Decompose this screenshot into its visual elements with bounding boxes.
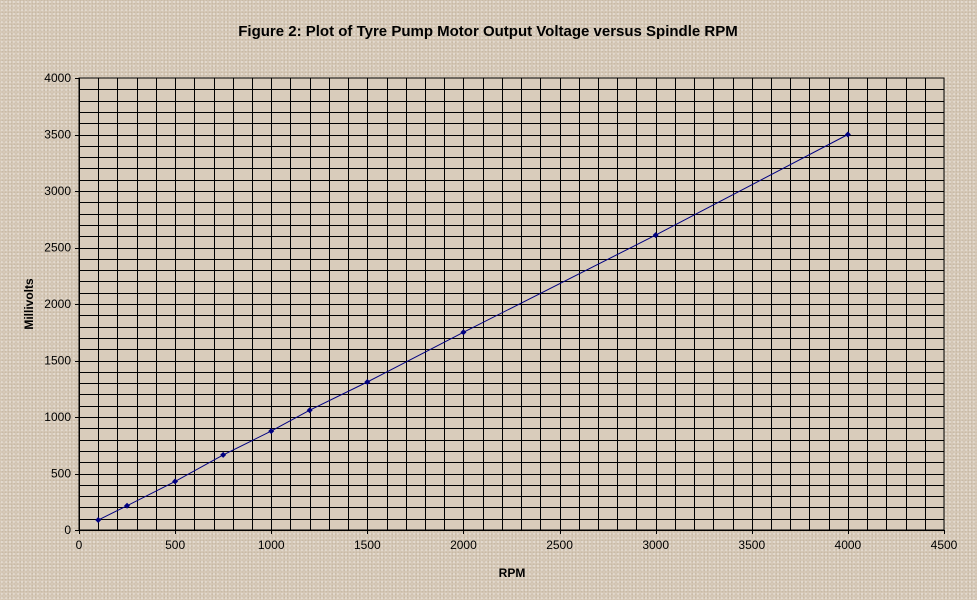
grid [78, 77, 945, 531]
axes [75, 78, 945, 534]
x-tick-label: 0 [76, 538, 83, 552]
x-tick-label: 2000 [450, 538, 477, 552]
data-point [172, 478, 179, 485]
data-point [268, 428, 275, 435]
data-point [364, 378, 371, 385]
y-tick-label: 4000 [44, 71, 71, 85]
x-tick-label: 1000 [258, 538, 285, 552]
data-point [844, 131, 851, 138]
x-tick-label: 2500 [546, 538, 573, 552]
x-tick-label: 3500 [738, 538, 765, 552]
y-tick-label: 3500 [44, 128, 71, 142]
series-layer [95, 131, 851, 524]
y-axis-title: Millivolts [22, 278, 36, 330]
series-line [97, 134, 849, 521]
y-tick-label: 2000 [44, 297, 71, 311]
data-point [124, 502, 131, 509]
y-tick-label: 3000 [44, 184, 71, 198]
data-point [220, 451, 227, 458]
y-tick-label: 0 [64, 523, 71, 537]
y-tick-label: 2500 [44, 241, 71, 255]
y-tick-label: 1500 [44, 354, 71, 368]
x-tick-label: 500 [165, 538, 185, 552]
x-tick-label: 4500 [931, 538, 958, 552]
chart-title: Figure 2: Plot of Tyre Pump Motor Output… [238, 23, 737, 40]
data-point [306, 407, 313, 414]
tick-labels: 0 500 1000 1500 2000 2500 3000 3500 4000 4500 0 500… [44, 71, 957, 552]
x-tick-label: 3000 [642, 538, 669, 552]
data-point [652, 232, 659, 239]
x-tick-label: 1500 [354, 538, 381, 552]
x-tick-label: 4000 [835, 538, 862, 552]
data-point [460, 329, 467, 336]
data-point [95, 517, 102, 524]
y-tick-label: 1000 [44, 410, 71, 424]
x-axis-title: RPM [499, 566, 526, 580]
y-tick-label: 500 [51, 467, 71, 481]
